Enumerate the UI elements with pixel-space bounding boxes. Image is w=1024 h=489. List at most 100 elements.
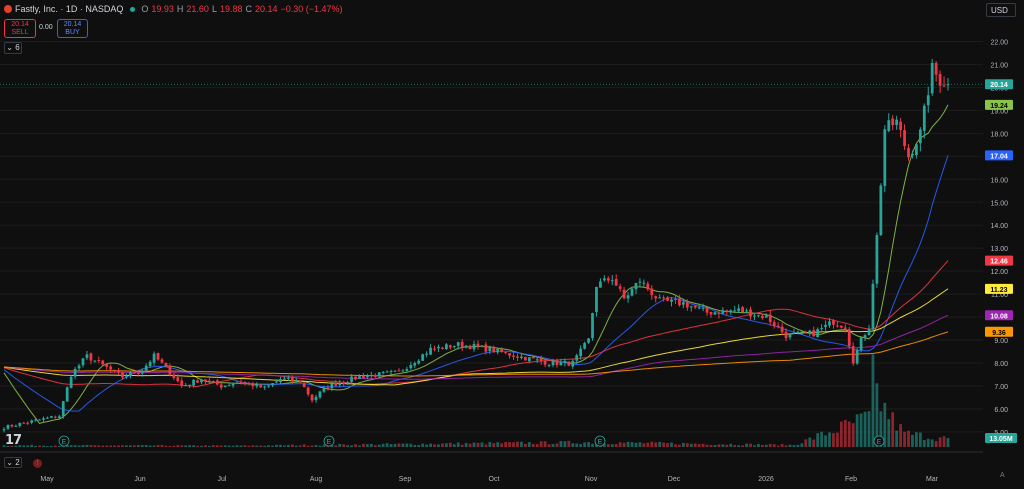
candle — [429, 347, 432, 355]
volume-bar — [338, 443, 342, 447]
volume-bar — [496, 442, 500, 447]
volume-bar — [610, 444, 614, 447]
price-tag-label: 10.08 — [990, 313, 1008, 320]
symbol-header: Fastly, Inc. · 1D · NASDAQ O 19.93 H 21.60… — [4, 4, 343, 14]
candle — [302, 383, 306, 388]
volume-bar — [310, 445, 314, 447]
auto-scale-icon[interactable]: A — [1000, 472, 1005, 479]
price-tag-label: 19.24 — [990, 103, 1008, 110]
volume-bar — [14, 445, 18, 447]
candle — [547, 365, 551, 367]
volume-bar — [492, 443, 496, 447]
volume-bar — [57, 445, 61, 447]
candle — [780, 326, 784, 333]
volume-bar — [425, 444, 429, 447]
candle — [757, 314, 760, 316]
sell-button[interactable]: 20.14 SELL — [4, 19, 36, 38]
candle — [804, 332, 808, 334]
volume-bar — [729, 443, 733, 447]
volume-bar — [211, 445, 215, 447]
candle — [523, 356, 527, 361]
chevron-down-icon: ⌄ — [6, 458, 13, 467]
ma-line — [3, 331, 949, 377]
candle — [310, 394, 314, 401]
candle — [69, 376, 73, 388]
volume-bar — [156, 445, 160, 447]
candle — [180, 380, 184, 386]
volume-bar — [437, 444, 440, 447]
volume-bar — [543, 441, 547, 447]
volume-bar — [871, 354, 875, 447]
alert-icon[interactable]: ! — [33, 459, 42, 468]
volume-bar — [658, 441, 662, 447]
candle — [571, 360, 575, 367]
volume-bar — [539, 441, 543, 447]
volume-bar — [915, 432, 918, 447]
volume-bar — [369, 443, 373, 447]
volume-bar — [666, 443, 669, 447]
tradingview-logo-icon: 17 — [5, 433, 22, 448]
volume-bar — [223, 445, 227, 447]
volume-bar — [314, 445, 318, 447]
earnings-label: E — [327, 439, 332, 446]
earnings-icon — [58, 435, 70, 447]
volume-bar — [132, 445, 136, 447]
volume-bar — [678, 444, 681, 447]
volume-bar — [575, 443, 579, 447]
candle — [855, 349, 859, 364]
currency-button[interactable]: USD — [986, 3, 1016, 17]
volume-bar — [926, 438, 930, 447]
candle — [915, 144, 918, 156]
volume-bar — [152, 445, 156, 447]
candle — [140, 370, 144, 374]
volume-bar — [6, 445, 10, 447]
time-tick-label: Aug — [310, 476, 323, 483]
price-tag — [985, 255, 1013, 266]
volume-bar — [188, 445, 192, 447]
candle — [602, 278, 606, 281]
candle — [788, 333, 792, 338]
earnings-label: E — [877, 439, 882, 446]
candle — [693, 305, 697, 308]
candle — [318, 391, 322, 398]
volume-bar — [681, 442, 685, 447]
volume-bar — [397, 443, 401, 447]
volume-bar — [626, 441, 630, 447]
price-tag — [985, 150, 1013, 161]
time-tick-label: 2026 — [758, 476, 774, 483]
candle — [828, 321, 831, 326]
volume-bar — [208, 446, 211, 447]
volume-bar — [117, 445, 120, 447]
candle — [358, 376, 361, 379]
volume-bar — [219, 445, 223, 447]
volume-bar — [180, 445, 184, 447]
volume-bar — [650, 441, 654, 447]
volume-bar — [674, 444, 677, 447]
volume-indicators-toggle[interactable]: ⌄ 2 — [4, 457, 22, 468]
time-axis: May Jun Jul Aug Sep Oct Nov Dec 2026 Feb Mar — [0, 451, 983, 483]
volume-bar — [717, 444, 721, 447]
candle — [918, 129, 922, 144]
candle — [322, 387, 326, 392]
volume-bar — [808, 437, 812, 447]
volume-bar — [109, 445, 113, 447]
ma-line — [3, 104, 949, 424]
indicators-toggle[interactable]: ⌄ 6 — [4, 42, 22, 54]
volume-bar — [480, 442, 484, 447]
volume-bar — [851, 423, 855, 447]
symbol-title[interactable]: Fastly, Inc. · 1D · NASDAQ — [15, 4, 124, 14]
volume-bar — [883, 402, 887, 447]
candle — [164, 362, 168, 366]
volume-bar — [725, 444, 729, 447]
candle — [610, 280, 614, 282]
candle — [622, 289, 626, 299]
candle — [662, 297, 665, 299]
candle — [121, 372, 124, 378]
candle — [444, 344, 448, 350]
candle — [776, 325, 780, 328]
candle — [460, 341, 464, 348]
volume-bar — [685, 443, 689, 447]
candle — [634, 283, 638, 290]
buy-button[interactable]: 20.14 BUY — [57, 19, 88, 38]
